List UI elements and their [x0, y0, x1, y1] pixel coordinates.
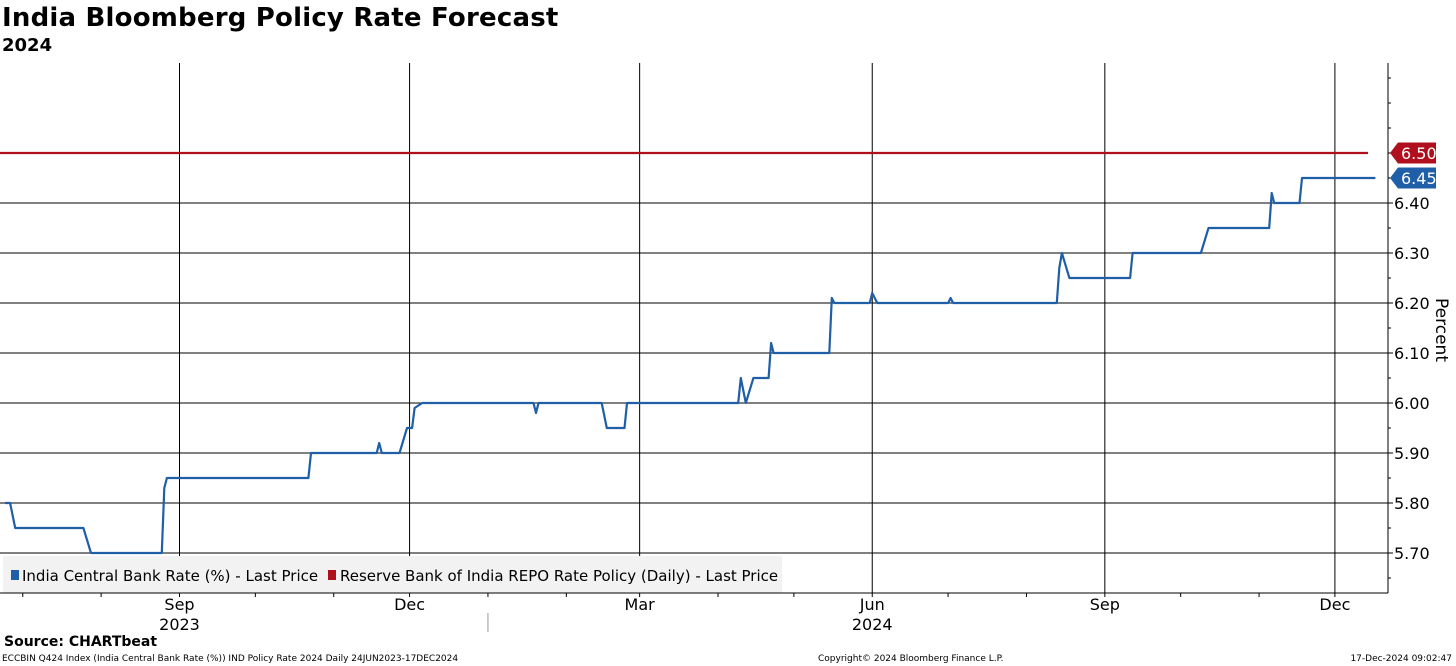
y-tick-label: 6.30 — [1394, 244, 1430, 263]
ticker-info: ECCBIN Q424 Index (India Central Bank Ra… — [2, 654, 459, 664]
legend-swatch-repo — [328, 570, 336, 580]
x-tick-label: Sep — [164, 595, 194, 614]
x-tick-label: Dec — [1319, 595, 1350, 614]
forecast-last-value-tag — [1390, 167, 1436, 189]
legend-label-repo: Reserve Bank of India REPO Rate Policy (… — [340, 567, 778, 585]
chart-subtitle: 2024 — [2, 35, 53, 56]
x-year-label: 2024 — [852, 615, 893, 632]
y-tick-label: 6.20 — [1394, 294, 1430, 313]
x-tick-label: Jun — [859, 595, 885, 614]
y-tick-label: 5.70 — [1394, 544, 1430, 563]
x-year-label: 2023 — [159, 615, 200, 632]
y-tick-label: 6.00 — [1394, 394, 1430, 413]
y-tick-label: 5.80 — [1394, 494, 1430, 513]
legend-swatch-forecast — [11, 570, 19, 580]
x-tick-label: Sep — [1090, 595, 1120, 614]
line-chart: India Central Bank Rate (%) - Last Price… — [0, 63, 1451, 632]
y-axis-title: Percent — [1431, 298, 1451, 362]
repo-last-value-label: 6.50 — [1401, 144, 1437, 163]
repo-last-value-tag — [1390, 142, 1436, 164]
copyright-note: Copyright© 2024 Bloomberg Finance L.P. — [818, 654, 1004, 664]
forecast-rate-line — [5, 176, 1376, 555]
y-tick-label: 5.90 — [1394, 444, 1430, 463]
forecast-last-value-label: 6.45 — [1401, 169, 1437, 188]
chart-title: India Bloomberg Policy Rate Forecast — [2, 3, 559, 33]
y-tick-label: 6.40 — [1394, 194, 1430, 213]
x-tick-label: Dec — [394, 595, 425, 614]
x-tick-label: Mar — [625, 595, 656, 614]
source-note: Source: CHARTbeat — [4, 634, 158, 650]
timestamp: 17-Dec-2024 09:02:47 — [1350, 654, 1452, 664]
legend-box — [3, 556, 782, 593]
legend-label-forecast: India Central Bank Rate (%) - Last Price — [22, 567, 318, 585]
y-tick-label: 6.10 — [1394, 344, 1430, 363]
